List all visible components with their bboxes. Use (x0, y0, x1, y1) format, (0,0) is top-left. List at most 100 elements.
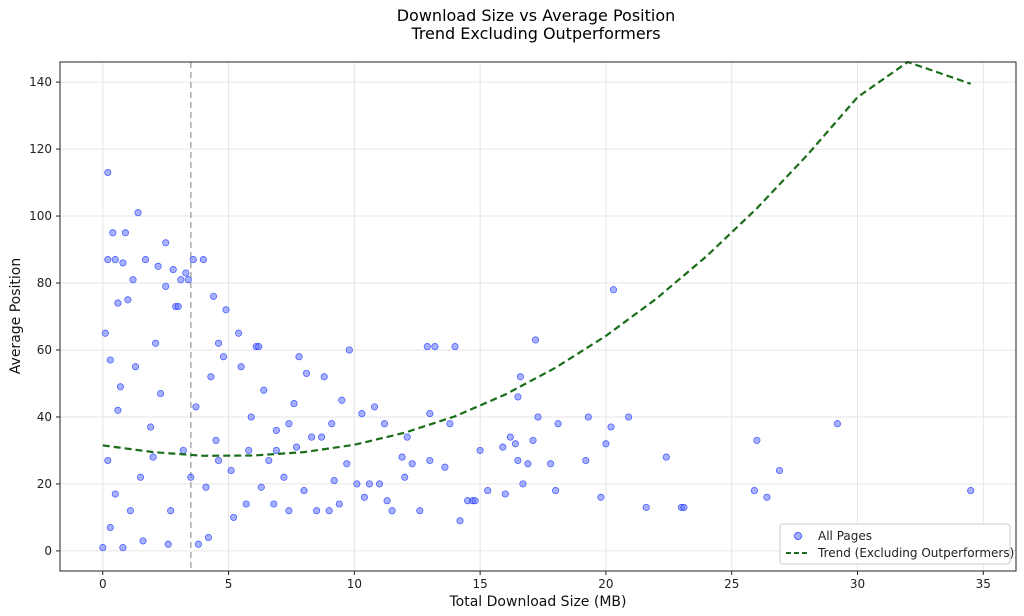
scatter-point (775, 466, 784, 475)
y-tick-label: 40 (37, 410, 52, 424)
scatter-point (111, 490, 119, 498)
scatter-point (597, 493, 605, 501)
scatter-point (235, 329, 243, 337)
scatter-point (189, 256, 197, 264)
legend-marker-all-pages (794, 532, 802, 540)
scatter-point (184, 276, 192, 284)
scatter-point (182, 269, 190, 277)
scatter-point (360, 493, 368, 501)
scatter-point (285, 420, 293, 428)
y-tick-label: 140 (29, 75, 52, 89)
scatter-point (514, 456, 522, 465)
scatter-point (126, 507, 134, 515)
scatter-point (104, 256, 112, 264)
scatter-point (763, 493, 771, 501)
scatter-point (519, 480, 527, 488)
scatter-point (750, 487, 758, 495)
scatter-point (343, 460, 351, 468)
scatter-point (325, 507, 333, 515)
scatter-point (680, 503, 688, 511)
scatter-point (320, 373, 328, 381)
scatter-point (431, 343, 439, 351)
scatter-point (753, 436, 761, 444)
scatter-point (255, 343, 263, 351)
scatter-point (353, 480, 361, 488)
scatter-point (134, 209, 142, 217)
scatter-point (375, 480, 384, 488)
scatter-point (121, 229, 129, 237)
scatter-point (257, 483, 265, 491)
scatter-point (426, 456, 434, 465)
scatter-point (338, 396, 346, 404)
legend-box (779, 523, 1011, 565)
scatter-point (242, 500, 250, 508)
scatter-point (116, 383, 124, 391)
scatter-point (199, 256, 207, 264)
scatter-point (109, 229, 117, 237)
scatter-point (192, 403, 200, 411)
scatter-point (237, 363, 245, 371)
scatter-point (260, 386, 268, 394)
scatter-point (187, 473, 195, 481)
scatter-point (207, 373, 215, 381)
scatter-point (202, 483, 210, 491)
scatter-point (285, 507, 293, 515)
scatter-point (358, 410, 366, 418)
scatter-point (552, 487, 560, 495)
scatter-point (365, 480, 373, 488)
scatter-point (162, 282, 170, 290)
scatter-point (476, 446, 484, 454)
scatter-point (265, 456, 273, 465)
y-tick-label: 20 (37, 477, 52, 491)
x-axis-ticks: 0 5 10 15 20 25 30 35 (99, 571, 991, 591)
scatter-point (383, 497, 391, 505)
scatter-point (625, 413, 633, 421)
scatter-point (403, 433, 411, 441)
scatter-point (335, 500, 343, 508)
scatter-point (169, 266, 177, 274)
legend: All Pages Trend (Excluding Outperformers… (779, 523, 1014, 565)
scatter-point (104, 168, 112, 177)
x-tick-label: 5 (225, 577, 233, 591)
scatter-point (554, 420, 562, 428)
scatter-point (219, 353, 228, 361)
scatter-point (119, 259, 127, 267)
y-tick-label: 100 (29, 209, 52, 223)
scatter-point (227, 466, 235, 475)
y-axis-ticks: 0 20 40 60 80 100 120 140 (29, 75, 60, 558)
scatter-point (516, 373, 524, 381)
scatter-point (162, 239, 170, 247)
scatter-point (531, 336, 540, 344)
scatter-point (300, 487, 308, 495)
scatter-point (167, 507, 175, 515)
x-tick-label: 30 (850, 577, 865, 591)
y-tick-label: 0 (44, 544, 52, 558)
scatter-point (547, 460, 555, 468)
scatter-point (114, 299, 122, 307)
scatter-point (295, 353, 303, 361)
scatter-point (152, 339, 160, 347)
scatter-point (139, 537, 147, 545)
scatter-point (471, 497, 479, 505)
scatter-point (245, 446, 253, 454)
scatter-point (177, 276, 185, 284)
scatter-point (147, 423, 155, 431)
scatter-point (292, 443, 301, 451)
scatter-point (136, 473, 145, 481)
scatter-point (272, 426, 280, 434)
x-tick-label: 35 (976, 577, 991, 591)
scatter-point (164, 540, 172, 548)
y-tick-label: 80 (37, 276, 52, 290)
scatter-point (602, 440, 610, 448)
scatter-point (99, 544, 107, 552)
scatter-point (426, 410, 434, 418)
scatter-point (833, 420, 841, 428)
scatter-point (499, 443, 507, 451)
scatter-point (370, 403, 379, 411)
scatter-point (154, 262, 162, 270)
scatter-point (451, 343, 459, 351)
scatter-point (330, 477, 338, 485)
scatter-point (609, 286, 618, 294)
chart-subtitle: Trend Excluding Outperformers (410, 24, 660, 43)
scatter-point (124, 296, 132, 304)
